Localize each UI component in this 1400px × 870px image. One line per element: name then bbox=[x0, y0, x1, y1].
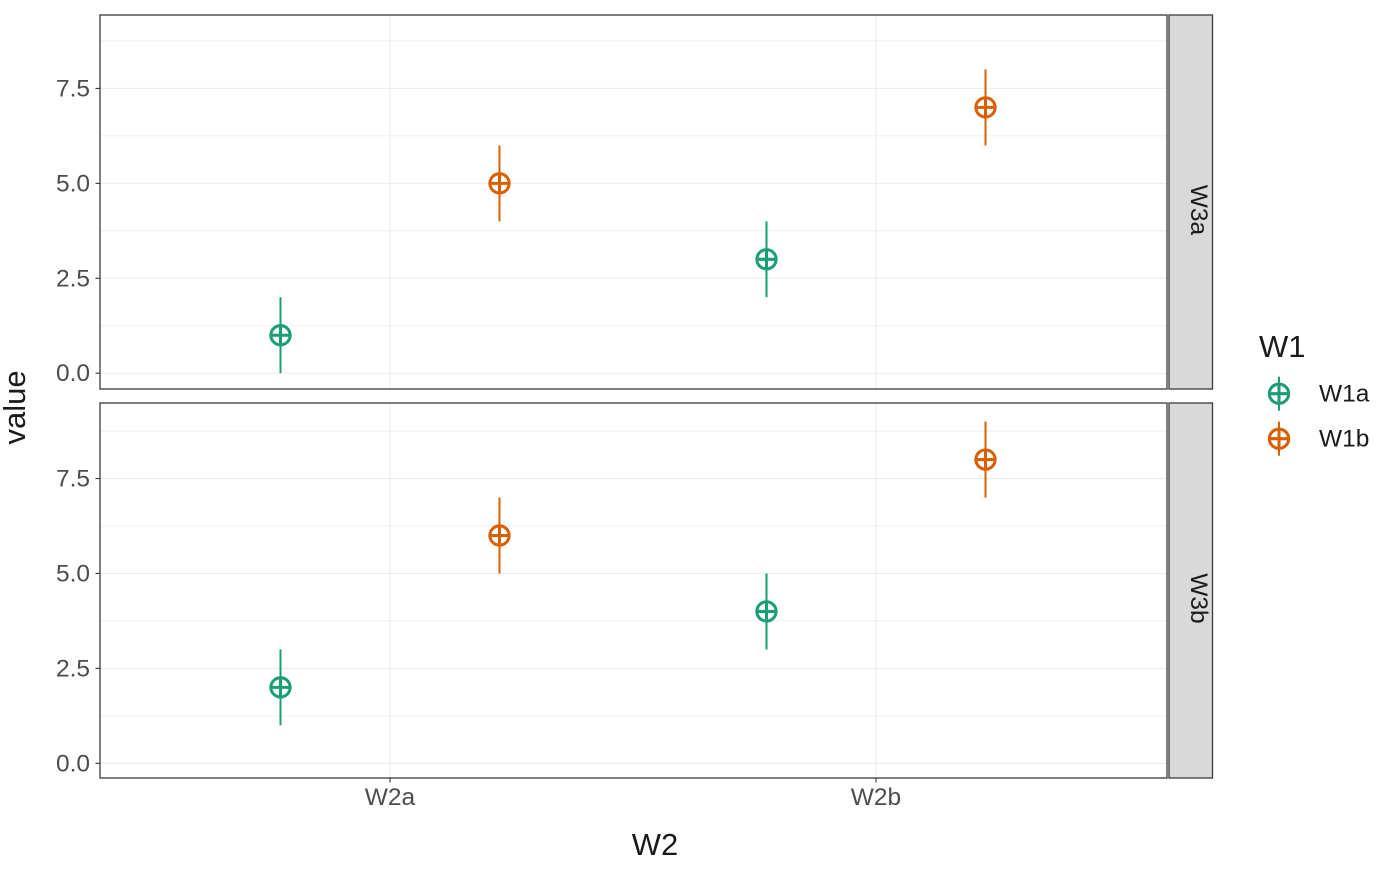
svg-text:2.5: 2.5 bbox=[56, 655, 90, 682]
svg-text:W2: W2 bbox=[632, 827, 679, 862]
svg-text:5.0: 5.0 bbox=[56, 560, 90, 587]
svg-text:value: value bbox=[0, 370, 32, 444]
svg-text:W1: W1 bbox=[1259, 329, 1306, 364]
svg-text:W2a: W2a bbox=[365, 784, 416, 811]
svg-text:W1a: W1a bbox=[1319, 381, 1370, 408]
svg-text:0.0: 0.0 bbox=[56, 750, 90, 777]
svg-text:0.0: 0.0 bbox=[56, 360, 90, 387]
svg-text:W3a: W3a bbox=[1185, 185, 1212, 236]
svg-text:7.5: 7.5 bbox=[56, 75, 90, 102]
svg-text:W1b: W1b bbox=[1319, 426, 1369, 453]
svg-text:2.5: 2.5 bbox=[56, 265, 90, 292]
svg-text:W2b: W2b bbox=[851, 784, 901, 811]
svg-text:W3b: W3b bbox=[1185, 573, 1212, 623]
svg-text:5.0: 5.0 bbox=[56, 170, 90, 197]
svg-text:7.5: 7.5 bbox=[56, 466, 90, 493]
